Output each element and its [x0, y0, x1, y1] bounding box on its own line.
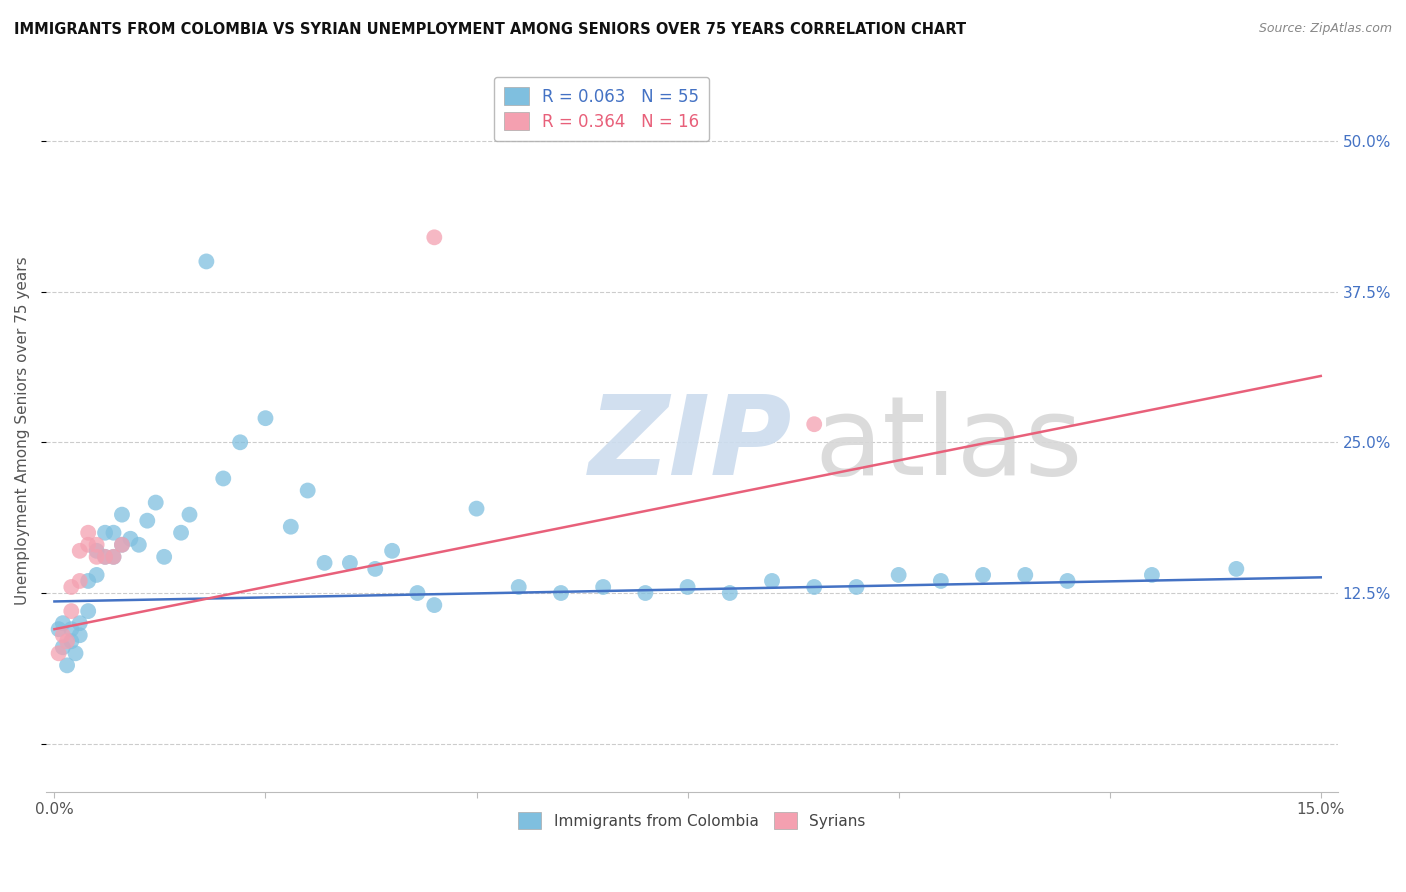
Point	[229, 435, 252, 450]
Point	[195, 254, 218, 268]
Point	[69, 616, 91, 631]
Point	[761, 574, 783, 588]
Point	[803, 417, 825, 432]
Point	[60, 622, 83, 636]
Point	[1056, 574, 1078, 588]
Text: ZIP: ZIP	[589, 392, 792, 499]
Point	[56, 634, 79, 648]
Point	[86, 544, 108, 558]
Point	[179, 508, 201, 522]
Point	[423, 598, 446, 612]
Point	[111, 538, 134, 552]
Point	[48, 622, 70, 636]
Point	[69, 628, 91, 642]
Point	[86, 538, 108, 552]
Point	[297, 483, 319, 498]
Point	[153, 549, 176, 564]
Point	[136, 514, 159, 528]
Legend: Immigrants from Colombia, Syrians: Immigrants from Colombia, Syrians	[512, 806, 872, 835]
Point	[65, 646, 87, 660]
Text: IMMIGRANTS FROM COLOMBIA VS SYRIAN UNEMPLOYMENT AMONG SENIORS OVER 75 YEARS CORR: IMMIGRANTS FROM COLOMBIA VS SYRIAN UNEMP…	[14, 22, 966, 37]
Text: Source: ZipAtlas.com: Source: ZipAtlas.com	[1258, 22, 1392, 36]
Text: atlas: atlas	[814, 392, 1083, 499]
Point	[550, 586, 572, 600]
Point	[803, 580, 825, 594]
Point	[929, 574, 952, 588]
Point	[1225, 562, 1247, 576]
Point	[120, 532, 142, 546]
Point	[77, 574, 100, 588]
Point	[406, 586, 429, 600]
Point	[56, 658, 79, 673]
Point	[254, 411, 277, 425]
Point	[845, 580, 868, 594]
Point	[77, 538, 100, 552]
Point	[339, 556, 361, 570]
Point	[103, 549, 125, 564]
Point	[60, 580, 83, 594]
Point	[423, 230, 446, 244]
Y-axis label: Unemployment Among Seniors over 75 years: Unemployment Among Seniors over 75 years	[15, 256, 30, 605]
Point	[52, 616, 75, 631]
Point	[364, 562, 387, 576]
Point	[48, 646, 70, 660]
Point	[86, 568, 108, 582]
Point	[972, 568, 994, 582]
Point	[52, 640, 75, 655]
Point	[887, 568, 910, 582]
Point	[77, 604, 100, 618]
Point	[592, 580, 614, 594]
Point	[111, 508, 134, 522]
Point	[52, 628, 75, 642]
Point	[69, 574, 91, 588]
Point	[1014, 568, 1036, 582]
Point	[314, 556, 336, 570]
Point	[145, 495, 167, 509]
Point	[60, 604, 83, 618]
Point	[212, 471, 235, 485]
Point	[94, 549, 117, 564]
Point	[60, 634, 83, 648]
Point	[128, 538, 150, 552]
Point	[508, 580, 530, 594]
Point	[465, 501, 488, 516]
Point	[111, 538, 134, 552]
Point	[103, 525, 125, 540]
Point	[86, 549, 108, 564]
Point	[1140, 568, 1163, 582]
Point	[280, 519, 302, 533]
Point	[94, 549, 117, 564]
Point	[676, 580, 699, 594]
Point	[103, 549, 125, 564]
Point	[381, 544, 404, 558]
Point	[718, 586, 741, 600]
Point	[170, 525, 193, 540]
Point	[77, 525, 100, 540]
Point	[634, 586, 657, 600]
Point	[69, 544, 91, 558]
Point	[94, 525, 117, 540]
